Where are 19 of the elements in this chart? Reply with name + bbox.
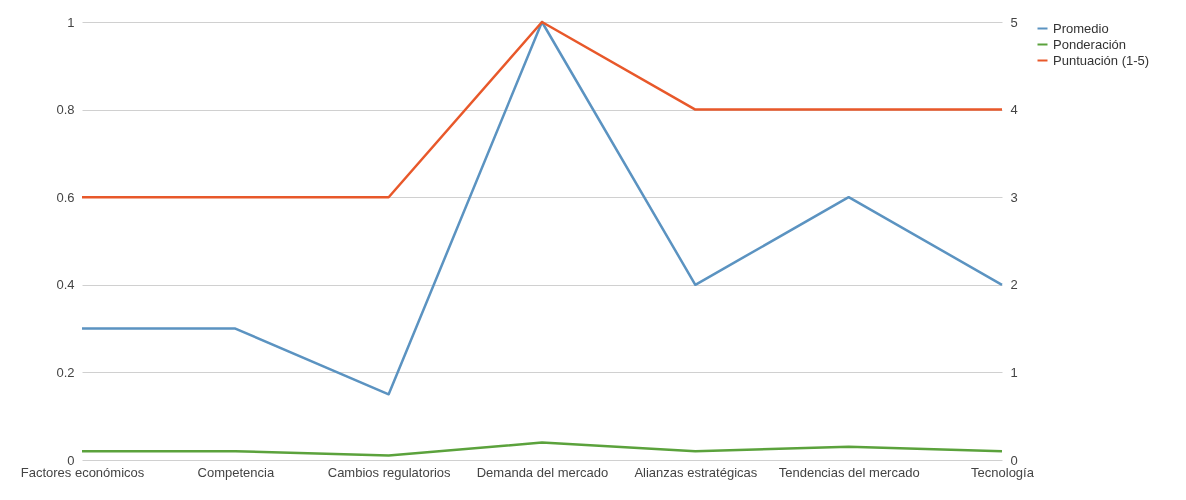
y2-tick-label: 2 [1010,277,1018,293]
legend-label: Promedio [1053,20,1109,36]
y-tick-label: 0.6 [56,189,75,205]
legend-label: Ponderación [1053,36,1126,52]
legend-label: Puntuación (1-5) [1053,52,1150,68]
x-tick-label: Competencia [197,464,275,480]
y2-tick-label: 1 [1010,364,1018,380]
line-series [80,441,1004,457]
y-tick-label: 1 [67,14,75,30]
x-tick-label: Alianzas estratégicas [634,464,758,480]
y2-tick-label: 5 [1010,14,1018,30]
y-tick-label: 0.8 [56,102,75,118]
x-tick-label: Demanda del mercado [476,464,609,480]
x-tick-label: Cambios regulatorios [327,464,452,480]
y-tick-label: 0.2 [56,364,75,380]
x-tick-label: Tendencias del mercado [778,464,920,480]
y-tick-label: 0.4 [56,277,75,293]
y2-tick-label: 3 [1010,189,1018,205]
y2-tick-label: 4 [1010,102,1018,118]
